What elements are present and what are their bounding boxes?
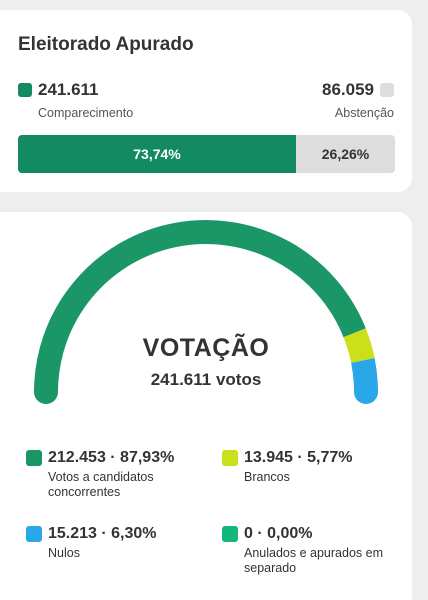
electorate-card: Eleitorado Apurado 241.611 Compareciment…	[0, 10, 412, 192]
vote-gauge	[34, 220, 379, 404]
abstention-bar-fill: 26,26%	[295, 135, 395, 173]
turnout-stat: 241.611 Comparecimento	[18, 80, 133, 120]
legend-value-candidates: 212.453 · 87,93%	[48, 449, 175, 466]
legend-item-candidates: 212.453 · 87,93% Votos a candidatos conc…	[26, 449, 211, 500]
abstention-stat: 86.059 Abstenção	[322, 80, 394, 120]
legend-swatch-candidates	[26, 450, 42, 466]
gauge-segment-candidates	[34, 220, 366, 393]
legend-value-null: 15.213 · 6,30%	[48, 525, 157, 542]
gauge-cap-right	[354, 380, 378, 404]
legend-item-null: 15.213 · 6,30% Nulos	[26, 525, 211, 561]
abstention-label: Abstenção	[334, 106, 394, 120]
turnout-label: Comparecimento	[38, 106, 134, 120]
legend-value-blank: 13.945 · 5,77%	[244, 449, 353, 466]
legend-swatch-annulled	[222, 526, 238, 542]
legend-item-annulled: 0 · 0,00% Anulados e apurados em separad…	[222, 525, 407, 576]
legend-swatch-null	[26, 526, 42, 542]
legend-swatch-blank	[222, 450, 238, 466]
abstention-color-swatch	[380, 83, 394, 97]
turnout-value: 241.611	[38, 80, 99, 99]
legend-label-null: Nulos	[48, 546, 80, 560]
abstention-value: 86.059	[322, 80, 374, 99]
electorate-title: Eleitorado Apurado	[18, 34, 194, 55]
legend-label-annulled: Anulados e apurados em separado	[244, 546, 383, 575]
turnout-bar-fill: 73,74%	[18, 135, 296, 173]
vote-card: VOTAÇÃO 241.611 votos 212.453 · 87,93% V…	[0, 212, 412, 600]
gauge-segment-blank	[343, 328, 375, 364]
turnout-bar: 73,74% 26,26%	[18, 135, 395, 173]
legend-item-blank: 13.945 · 5,77% Brancos	[222, 449, 407, 485]
legend-label-blank: Brancos	[244, 470, 290, 484]
gauge-cap-left	[34, 380, 58, 404]
turnout-color-swatch	[18, 83, 32, 97]
vote-total: 241.611 votos	[150, 370, 262, 389]
legend-value-annulled: 0 · 0,00%	[244, 525, 313, 542]
legend-label-candidates: Votos a candidatos concorrentes	[48, 470, 154, 499]
vote-title: VOTAÇÃO	[142, 334, 270, 362]
